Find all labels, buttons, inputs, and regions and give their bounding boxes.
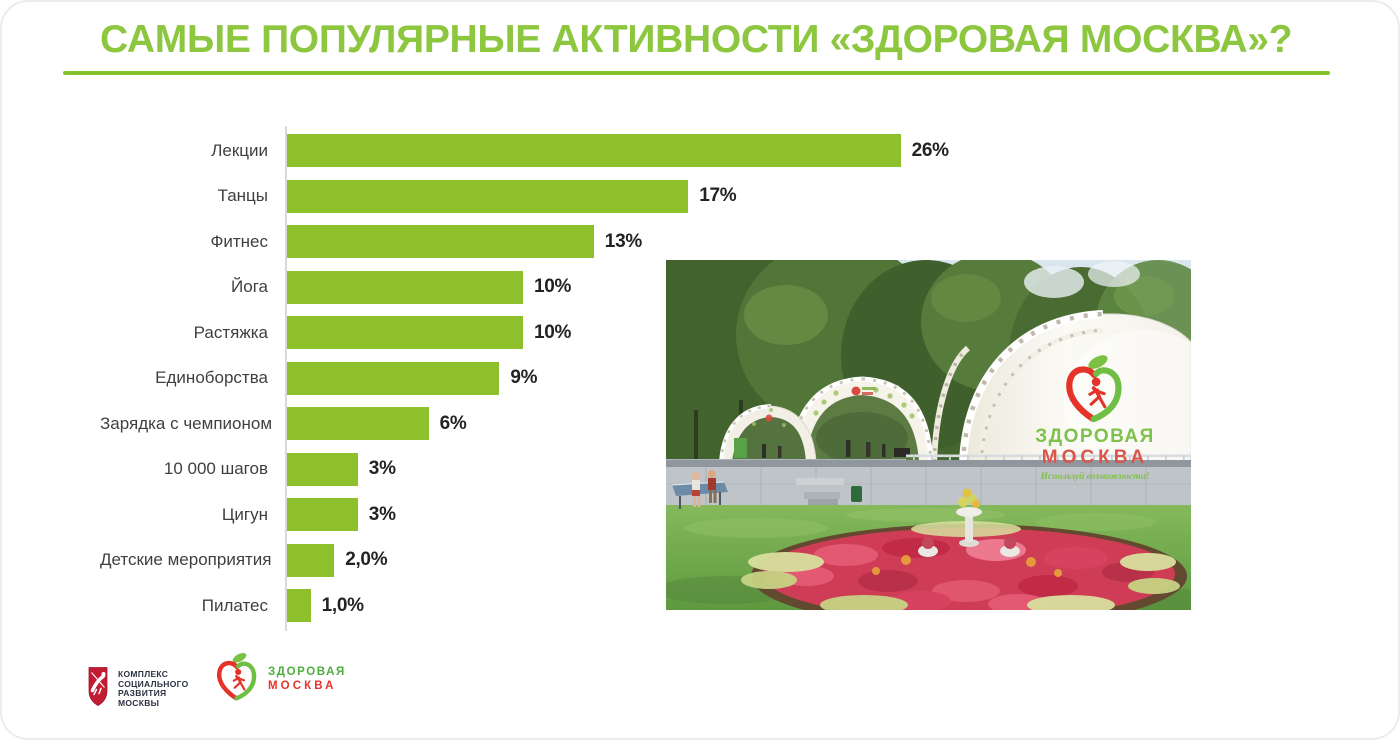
bar-chart: Лекции 26% Танцы 17% Фитнес 13% Йога 10% Растяжк… [100,126,1030,631]
gov-logo-text: КОМПЛЕКС СОЦИАЛЬНОГО РАЗВИТИЯ МОСКВЫ [118,666,189,708]
bar [287,225,594,259]
bar [287,543,335,577]
value-label: 10% [534,321,572,343]
chart-row: Фитнес 13% [100,219,1030,265]
page-title: САМЫЕ ПОПУЛЯРНЫЕ АКТИВНОСТИ «ЗДОРОВАЯ МО… [100,18,1293,61]
value-label: 17% [699,185,737,207]
category-label: Единоборства [155,368,268,388]
tent-logo-tagline: Используй возможности! [1039,471,1149,482]
plot-area: 13% [285,225,1030,259]
plot-area: 26% [285,134,1030,168]
bar [287,452,358,486]
plot-area: 3% [285,498,1030,532]
chart-row: Детские мероприятия 2,0% [100,538,1030,584]
brand-line1: ЗДОРОВАЯ [268,666,346,678]
chart-row: Растяжка 10% [100,310,1030,356]
category-label: Йога [231,277,268,297]
plot-area: 10% [285,316,1030,350]
photo-steps [796,478,862,507]
chart-row: Йога 10% [100,265,1030,311]
plot-area: 9% [285,361,1030,395]
category-label: Танцы [217,186,268,206]
gov-logo-line: СОЦИАЛЬНОГО [118,678,189,689]
chart-row: Пилатес 1,0% [100,583,1030,629]
plot-area: 3% [285,452,1030,486]
gov-logo-line: РАЗВИТИЯ [118,688,167,698]
chart-row: Зарядка с чемпионом 6% [100,401,1030,447]
photo-left-tent [719,404,817,463]
tent-logo-line2: МОСКВА [1042,447,1148,468]
bar [287,179,689,213]
plot-area: 2,0% [285,543,1030,577]
chart-row: Цигун 3% [100,492,1030,538]
chart-row: Лекции 26% [100,128,1030,174]
value-label: 3% [368,458,396,480]
bar [287,498,358,532]
photo-stage-platform [666,460,1191,507]
plot-area: 6% [285,407,1030,441]
bar [287,270,523,304]
park-photo-illustration: ЗДОРОВАЯ МОСКВА Используй возможности! [666,260,1191,610]
category-label: Растяжка [193,322,268,342]
bar [287,589,311,623]
value-label: 6% [439,412,467,434]
category-label: Зарядка с чемпионом [100,413,273,433]
photo-planter [918,488,1020,557]
plot-area: 17% [285,179,1030,213]
gov-logo-line: МОСКВЫ [118,697,160,708]
gov-logo: КОМПЛЕКС СОЦИАЛЬНОГО РАЗВИТИЯ МОСКВЫ [88,666,189,708]
chart-axis-line [285,126,287,631]
apple-heart-runner-icon [214,652,258,705]
tent-logo-line1: ЗДОРОВАЯ [1035,426,1155,447]
title-underline [63,71,1330,75]
brand-line2: МОСКВА [268,679,337,692]
chart-row: 10 000 шагов 3% [100,447,1030,493]
park-photo: ЗДОРОВАЯ МОСКВА Используй возможности! [666,260,1191,610]
category-label: 10 000 шагов [163,459,268,479]
category-label: Детские мероприятия [100,550,272,570]
bar [287,361,500,395]
value-label: 13% [604,230,642,252]
moscow-coat-of-arms-icon [88,666,108,707]
gov-logo-line: КОМПЛЕКС [118,669,169,679]
category-label: Лекции [211,140,268,160]
chart-row: Танцы 17% [100,174,1030,220]
bar [287,407,429,441]
bar [287,134,901,168]
category-label: Пилатес [201,595,268,615]
photo-truss-arc-rungs [932,346,970,463]
category-label: Фитнес [210,231,268,251]
value-label: 10% [534,276,572,298]
healthy-moscow-logo: ЗДОРОВАЯ МОСКВА [214,652,346,705]
value-label: 26% [911,139,949,161]
value-label: 3% [368,503,396,525]
value-label: 1,0% [321,594,364,616]
photo-middle-tent [789,376,934,464]
healthy-moscow-logo-text: ЗДОРОВАЯ МОСКВА [268,664,346,693]
plot-area: 10% [285,270,1030,304]
photo-people [692,470,717,507]
category-label: Цигун [221,504,268,524]
healthy-moscow-tent-logo: ЗДОРОВАЯ МОСКВА Используй возможности! [1035,352,1155,482]
value-label: 2,0% [345,549,388,571]
plot-area: 1,0% [285,589,1030,623]
bar [287,316,523,350]
photo-flowerbed [741,488,1187,610]
value-label: 9% [510,367,538,389]
chart-row: Единоборства 9% [100,356,1030,402]
